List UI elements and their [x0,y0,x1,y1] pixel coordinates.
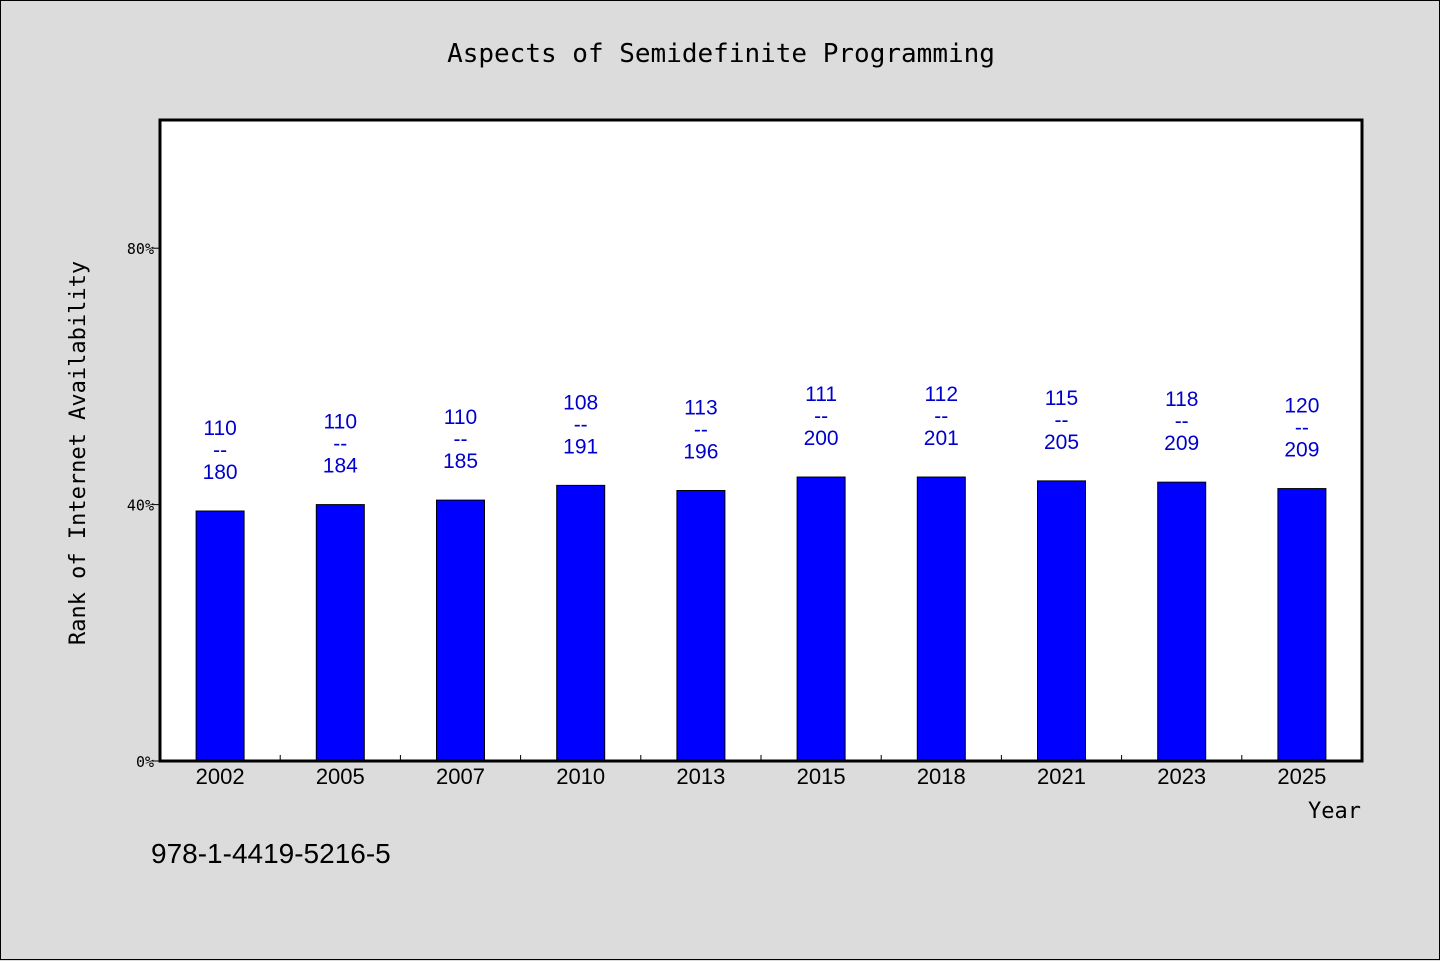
bar-label-bottom-2002: 180 [203,461,238,484]
bar-label-top-2018: 112 [925,383,958,406]
x-tick-label-2013: 2013 [676,764,725,789]
bar-label-sep-2005: -- [333,433,347,456]
bar-label-top-2002: 110 [203,417,236,440]
bar-label-top-2021: 115 [1045,387,1078,410]
bar-2010 [556,484,606,762]
bar-label-sep-2025: -- [1295,417,1309,440]
bar-label-top-2025: 120 [1284,395,1319,418]
bar-label-sep-2010: -- [574,413,588,436]
bar-label-sep-2021: -- [1055,409,1069,432]
bar-label-sep-2015: -- [814,405,828,428]
bar-label-top-2010: 108 [563,391,598,414]
bar-label-bottom-2007: 185 [443,450,478,473]
y-tick-label: 40% [127,497,154,515]
bar-2007 [436,499,485,762]
bar-label-bottom-2013: 196 [683,440,718,463]
bar-label-top-2007: 110 [444,406,477,429]
bar-2005 [315,504,365,762]
bars-group [195,476,1327,762]
x-tick-label-2021: 2021 [1037,764,1086,789]
x-tick-label-2010: 2010 [556,764,605,789]
bar-label-top-2005: 110 [324,411,357,434]
bar-2015 [796,476,846,762]
y-tick-label: 80% [127,240,154,258]
bar-label-top-2023: 118 [1165,388,1198,411]
x-tick-label-2007: 2007 [436,764,485,789]
y-axis-title: Rank of Internet Availability [66,261,91,645]
x-axis-title: Year [1308,799,1361,824]
bar-label-bottom-2023: 209 [1164,432,1199,455]
bar-2013 [676,489,726,762]
bar-labels-group: 110--180110--184110--185108--191113--196… [203,383,1320,484]
bar-2021 [1037,480,1086,762]
bar-label-sep-2018: -- [934,405,948,428]
bar-label-top-2013: 113 [684,396,717,419]
isbn-footer: 978-1-4419-5216-5 [151,838,391,869]
bar-2018 [916,476,966,762]
x-tick-label-2018: 2018 [917,764,966,789]
y-axis: 0% 40% 80% [127,240,160,771]
bar-label-bottom-2021: 205 [1044,431,1079,454]
x-axis: 2002 2005 2007 2010 2013 2015 2018 2021 2023 2025 [196,755,1326,789]
bar-label-bottom-2015: 200 [804,427,839,450]
bar-label-bottom-2010: 191 [563,435,598,458]
bar-label-sep-2013: -- [694,418,708,441]
bar-label-sep-2002: -- [213,439,227,462]
bar-label-bottom-2025: 209 [1284,439,1319,462]
x-tick-label-2025: 2025 [1277,764,1326,789]
x-tick-label-2023: 2023 [1157,764,1206,789]
y-tick-label: 0% [136,753,154,771]
chart-title: Aspects of Semidefinite Programming [447,39,995,69]
x-tick-label-2015: 2015 [797,764,846,789]
bar-label-sep-2007: -- [454,428,468,451]
x-tick-label-2002: 2002 [196,764,245,789]
bar-label-bottom-2005: 184 [323,455,358,478]
bar-2002 [195,510,245,762]
bar-label-top-2015: 111 [805,383,837,406]
x-tick-label-2005: 2005 [316,764,365,789]
bar-2025 [1277,488,1327,762]
bar-label-sep-2023: -- [1175,410,1189,433]
bar-label-bottom-2018: 201 [924,427,959,450]
plot-border [158,118,1364,763]
bar-2023 [1157,481,1207,762]
